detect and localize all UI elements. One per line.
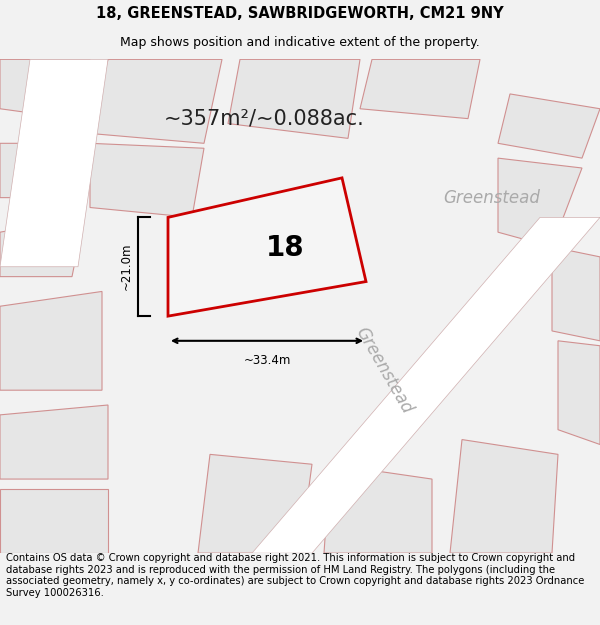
Text: Map shows position and indicative extent of the property.: Map shows position and indicative extent… (120, 36, 480, 49)
Text: ~33.4m: ~33.4m (244, 354, 290, 367)
Polygon shape (552, 247, 600, 341)
Polygon shape (90, 143, 204, 218)
Polygon shape (0, 291, 102, 390)
Polygon shape (90, 59, 222, 143)
Text: Greenstead: Greenstead (352, 324, 416, 417)
Polygon shape (0, 59, 108, 267)
Polygon shape (0, 405, 108, 479)
Polygon shape (0, 143, 72, 198)
Polygon shape (168, 178, 366, 316)
Polygon shape (0, 489, 108, 553)
Polygon shape (360, 59, 480, 119)
Polygon shape (198, 454, 312, 553)
Text: 18, GREENSTEAD, SAWBRIDGEWORTH, CM21 9NY: 18, GREENSTEAD, SAWBRIDGEWORTH, CM21 9NY (96, 6, 504, 21)
Polygon shape (228, 59, 360, 138)
Text: ~357m²/~0.088ac.: ~357m²/~0.088ac. (164, 109, 364, 129)
Polygon shape (498, 158, 582, 247)
Polygon shape (498, 94, 600, 158)
Polygon shape (558, 341, 600, 444)
Text: Contains OS data © Crown copyright and database right 2021. This information is : Contains OS data © Crown copyright and d… (6, 553, 584, 598)
Polygon shape (324, 464, 432, 553)
Polygon shape (450, 439, 558, 553)
Text: 18: 18 (266, 234, 304, 262)
Text: ~21.0m: ~21.0m (119, 243, 133, 291)
Polygon shape (0, 217, 84, 277)
Text: Greenstead: Greenstead (443, 189, 541, 207)
Polygon shape (252, 217, 600, 553)
Polygon shape (0, 59, 90, 119)
